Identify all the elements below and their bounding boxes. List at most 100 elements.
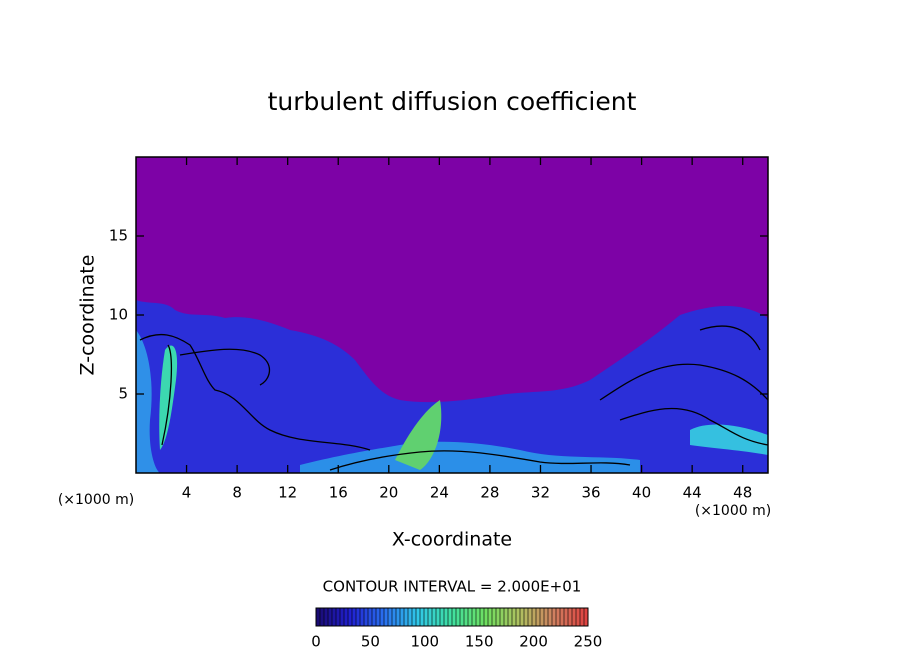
y-tick-label: 5	[118, 385, 128, 403]
colorbar-cell	[316, 608, 321, 626]
colorbar-cell	[516, 608, 521, 626]
colorbar-cell	[424, 608, 429, 626]
colorbar-cell	[580, 608, 585, 626]
colorbar-cell	[428, 608, 433, 626]
colorbar-cell	[408, 608, 413, 626]
colorbar-cell	[520, 608, 525, 626]
colorbar-cell	[536, 608, 541, 626]
colorbar-cell	[452, 608, 457, 626]
colorbar-cell	[480, 608, 485, 626]
colorbar-cell	[448, 608, 453, 626]
x-tick-label: 40	[632, 484, 651, 502]
colorbar-cell	[540, 608, 545, 626]
colorbar-cell	[352, 608, 357, 626]
x-tick-label: 20	[379, 484, 398, 502]
x-axis-label: X-coordinate	[392, 529, 512, 551]
chart-title: turbulent diffusion coefficient	[268, 87, 637, 116]
colorbar-cell	[384, 608, 389, 626]
colorbar-tick-label: 0	[311, 633, 321, 651]
y-axis-label: Z-coordinate	[77, 255, 99, 376]
colorbar-tick-label: 200	[519, 633, 548, 651]
y-tick-label: 10	[109, 306, 128, 324]
colorbar-cell	[336, 608, 341, 626]
contour-line	[179, 348, 271, 386]
x-tick-label: 28	[480, 484, 499, 502]
colorbar-cell	[392, 608, 397, 626]
colorbar-cell	[460, 608, 465, 626]
y-unit-label: (×1000 m)	[58, 492, 134, 508]
colorbar-cell	[504, 608, 509, 626]
contour-line	[699, 325, 761, 351]
colorbar-cell	[524, 608, 529, 626]
field-region	[690, 424, 768, 455]
colorbar-cell	[488, 608, 493, 626]
contour-line	[329, 450, 631, 471]
x-tick-label: 12	[278, 484, 297, 502]
colorbar-cell	[400, 608, 405, 626]
contour-line	[161, 344, 173, 446]
colorbar-cell	[476, 608, 481, 626]
colorbar-cell	[360, 608, 365, 626]
colorbar-cell	[444, 608, 449, 626]
colorbar-cell	[356, 608, 361, 626]
colorbar-cell	[348, 608, 353, 626]
colorbar-tick-label: 100	[410, 633, 439, 651]
colorbar-tick-label: 150	[465, 633, 494, 651]
colorbar-cell	[484, 608, 489, 626]
colorbar-cell	[544, 608, 549, 626]
contour-line	[599, 363, 769, 401]
colorbar-cell	[324, 608, 329, 626]
colorbar-cell	[328, 608, 333, 626]
colorbar-cell	[556, 608, 561, 626]
colorbar-tick-label: 250	[574, 633, 603, 651]
colorbar-cell	[396, 608, 401, 626]
y-tick-label: 15	[109, 227, 128, 245]
field-region	[136, 330, 160, 473]
colorbar-cell	[364, 608, 369, 626]
colorbar-cell	[464, 608, 469, 626]
colorbar-cell	[492, 608, 497, 626]
contour-line	[619, 407, 769, 446]
colorbar-cell	[552, 608, 557, 626]
colorbar-cell	[420, 608, 425, 626]
colorbar-cell	[440, 608, 445, 626]
colorbar-cell	[412, 608, 417, 626]
colorbar-cell	[320, 608, 325, 626]
field-region	[395, 400, 442, 470]
colorbar-cell	[436, 608, 441, 626]
colorbar-cell	[388, 608, 393, 626]
colorbar-cell	[472, 608, 477, 626]
colorbar-cell	[332, 608, 337, 626]
x-tick-label: 48	[733, 484, 752, 502]
x-tick-label: 32	[531, 484, 550, 502]
contour-interval: CONTOUR INTERVAL = 2.000E+01	[323, 578, 582, 596]
x-tick-label: 44	[683, 484, 702, 502]
colorbar-cell	[468, 608, 473, 626]
colorbar-cell	[496, 608, 501, 626]
colorbar-cell	[416, 608, 421, 626]
colorbar-cell	[528, 608, 533, 626]
colorbar-cell	[368, 608, 373, 626]
colorbar-cell	[548, 608, 553, 626]
colorbar-cell	[404, 608, 409, 626]
colorbar-cell	[568, 608, 573, 626]
colorbar-cell	[508, 608, 513, 626]
field	[136, 157, 769, 473]
colorbar-cell	[456, 608, 461, 626]
colorbar-cell	[584, 608, 589, 626]
x-tick-label: 36	[581, 484, 600, 502]
colorbar-cell	[432, 608, 437, 626]
colorbar-cell	[376, 608, 381, 626]
colorbar-cell	[344, 608, 349, 626]
colorbar-cell	[576, 608, 581, 626]
field-region	[159, 345, 178, 450]
x-tick-label: 24	[430, 484, 449, 502]
colorbar-cell	[572, 608, 577, 626]
colorbar-cell	[340, 608, 345, 626]
field-region	[300, 441, 640, 473]
x-tick-label: 8	[232, 484, 242, 502]
colorbar-cell	[372, 608, 377, 626]
colorbar-frame	[315, 607, 589, 627]
colorbar-cell	[380, 608, 385, 626]
